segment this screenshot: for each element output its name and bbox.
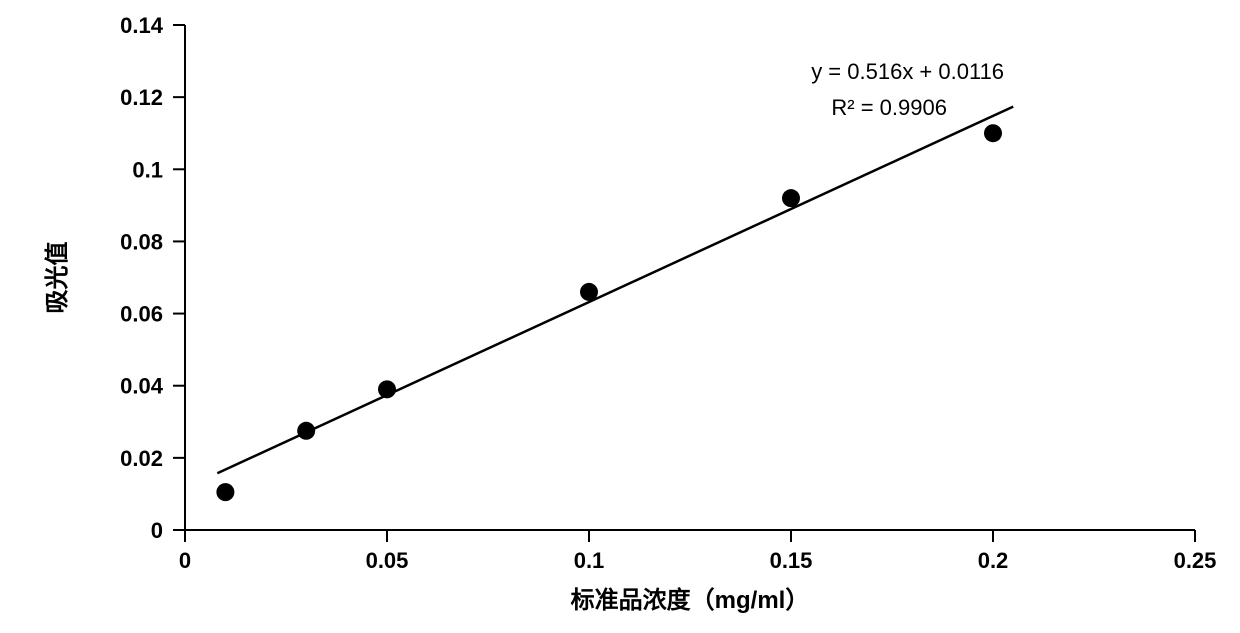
r-squared-annotation: R² = 0.9906 (831, 95, 947, 120)
x-axis-title: 标准品浓度（mg/ml） (571, 586, 810, 614)
x-tick-label: 0.1 (574, 548, 605, 573)
y-axis-title: 吸光值 (43, 242, 71, 314)
x-ticks: 0 0.05 0.1 0.15 0.2 0.25 (179, 530, 1217, 573)
x-tick-label: 0.25 (1174, 548, 1217, 573)
y-tick-label: 0 (151, 518, 163, 543)
data-point (216, 483, 234, 501)
data-point (984, 124, 1002, 142)
y-tick-label: 0.02 (120, 446, 163, 471)
x-tick-label: 0.15 (770, 548, 813, 573)
x-tick-label: 0.05 (366, 548, 409, 573)
chart-container: 0 0.05 0.1 0.15 0.2 0.25 0 0.02 0.04 0.06 0.08 0.1… (0, 0, 1240, 633)
equation-annotation: y = 0.516x + 0.0116 (811, 59, 1004, 84)
axes-group (185, 25, 1195, 530)
chart-svg: 0 0.05 0.1 0.15 0.2 0.25 0 0.02 0.04 0.06 0.08 0.1… (0, 0, 1240, 633)
data-point (378, 380, 396, 398)
trendline-line (217, 107, 1013, 474)
y-tick-label: 0.12 (120, 85, 163, 110)
y-tick-label: 0.08 (120, 229, 163, 254)
y-tick-label: 0.1 (132, 157, 163, 182)
x-tick-label: 0 (179, 548, 191, 573)
y-ticks: 0 0.02 0.04 0.06 0.08 0.1 0.12 0.14 (120, 13, 185, 543)
y-tick-label: 0.04 (120, 374, 164, 399)
y-tick-label: 0.14 (120, 13, 164, 38)
trendline (217, 107, 1013, 474)
data-point (297, 422, 315, 440)
data-point (580, 283, 598, 301)
data-points (216, 124, 1002, 501)
y-tick-label: 0.06 (120, 302, 163, 327)
data-point (782, 189, 800, 207)
x-tick-label: 0.2 (978, 548, 1009, 573)
